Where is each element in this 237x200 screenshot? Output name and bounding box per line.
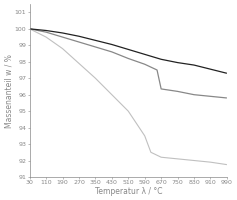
X-axis label: Temperatur λ / °C: Temperatur λ / °C bbox=[95, 187, 162, 196]
Y-axis label: Massenanteil w / %: Massenanteil w / % bbox=[4, 54, 13, 128]
